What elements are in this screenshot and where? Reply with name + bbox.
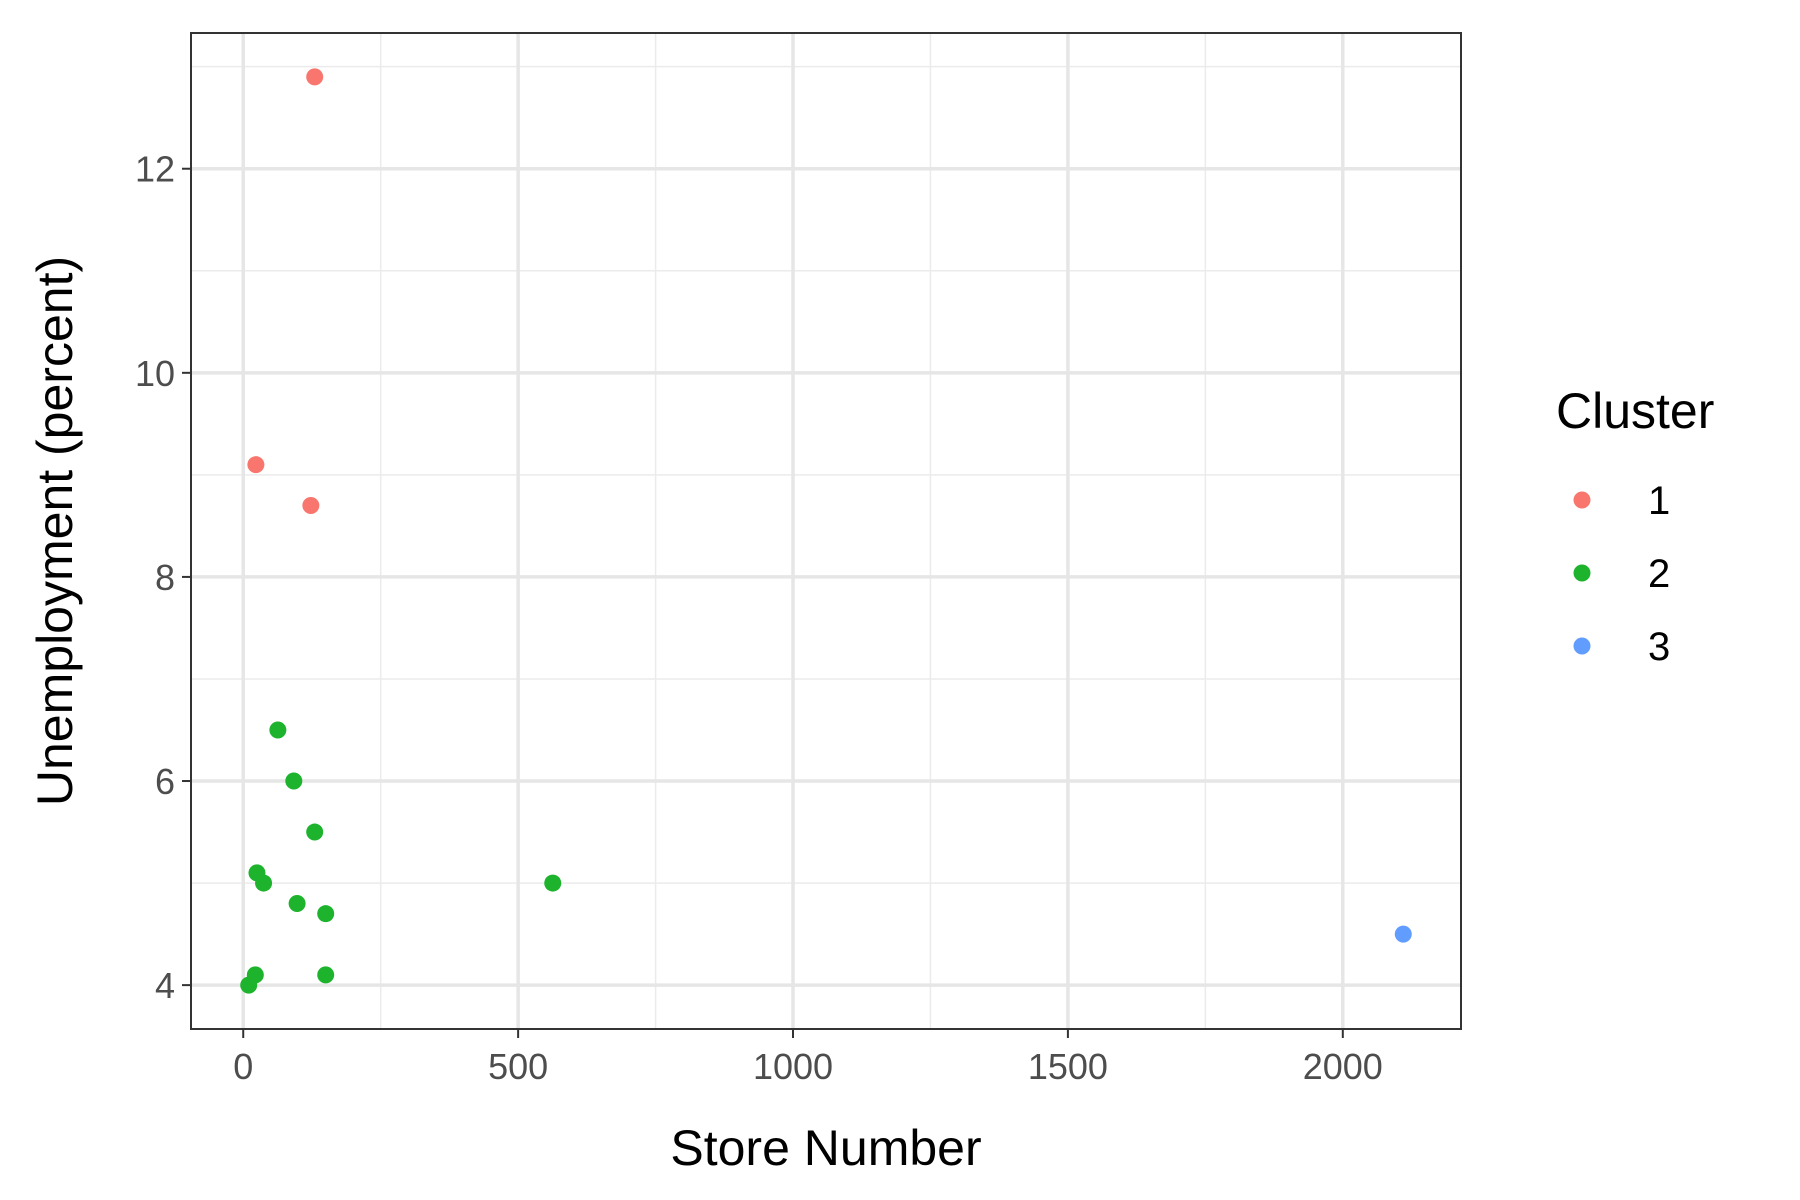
y-tick-label: 4: [155, 965, 175, 1006]
grid-minor: [191, 33, 1461, 1029]
data-point-cluster-1: [302, 496, 320, 514]
data-point-cluster-1: [306, 68, 324, 86]
plot-border: [190, 32, 1462, 1030]
data-points: [240, 68, 1412, 994]
data-point-cluster-3: [1394, 925, 1412, 943]
data-point-cluster-1: [247, 456, 265, 474]
data-point-cluster-2: [288, 894, 306, 912]
x-tick-label: 1000: [753, 1046, 833, 1087]
legend-key-3: [1573, 637, 1591, 655]
y-tick-label: 6: [155, 761, 175, 802]
x-tick-label: 2000: [1303, 1046, 1383, 1087]
data-point-cluster-2: [269, 721, 287, 739]
legend-label-3: 3: [1648, 625, 1670, 669]
legend-key-1: [1573, 491, 1591, 509]
x-axis: 0 500 1000 1500 2000: [233, 1029, 1383, 1087]
data-point-cluster-2: [240, 976, 258, 994]
data-point-cluster-2: [306, 823, 324, 841]
legend-label-1: 1: [1648, 479, 1670, 523]
y-axis: 4 6 8 10 12: [135, 149, 191, 1006]
data-point-cluster-2: [255, 874, 273, 892]
data-point-cluster-2: [285, 772, 303, 790]
y-axis-title: Unemployment (percent): [27, 256, 83, 806]
x-tick-label: 1500: [1028, 1046, 1108, 1087]
y-tick-label: 10: [135, 353, 175, 394]
legend: Cluster 1 2 3: [1556, 383, 1714, 669]
data-point-cluster-2: [544, 874, 562, 892]
x-tick-label: 500: [488, 1046, 548, 1087]
grid-major: [191, 33, 1461, 1029]
y-tick-label: 12: [135, 149, 175, 190]
data-point-cluster-2: [317, 966, 335, 984]
data-point-cluster-2: [317, 905, 335, 923]
x-tick-label: 0: [233, 1046, 253, 1087]
y-tick-label: 8: [155, 557, 175, 598]
legend-label-2: 2: [1648, 552, 1670, 596]
legend-key-2: [1573, 564, 1591, 582]
plot-panel: [191, 33, 1461, 1029]
x-axis-title: Store Number: [670, 1120, 981, 1176]
legend-title: Cluster: [1556, 383, 1714, 439]
